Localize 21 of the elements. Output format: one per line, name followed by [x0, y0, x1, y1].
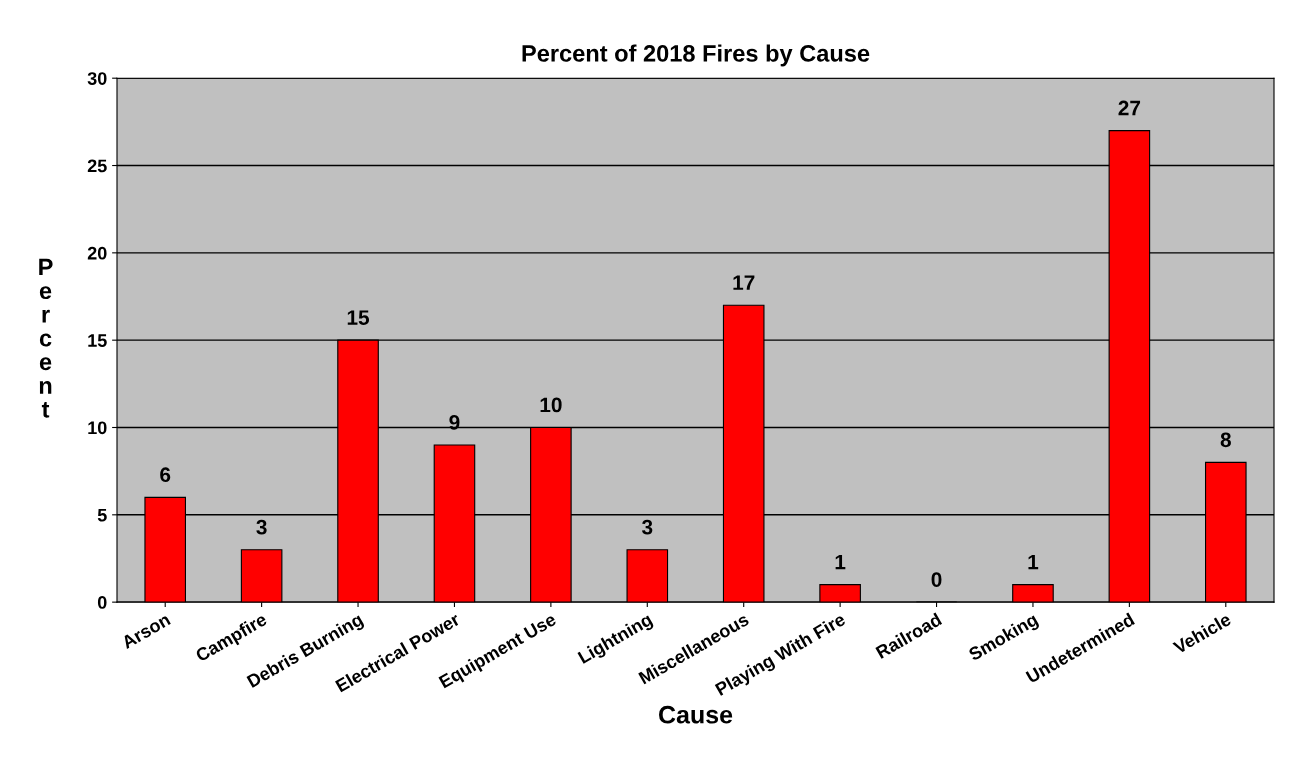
y-axis-title: Percent — [39, 258, 53, 418]
y-tick-label: 5 — [97, 508, 107, 522]
y-tick-label: 15 — [88, 334, 107, 347]
data-label: 15 — [347, 310, 370, 325]
data-label: 1 — [1028, 554, 1039, 570]
y-tick-label: 20 — [87, 246, 107, 260]
data-label: 17 — [733, 275, 755, 290]
y-tick-label: 10 — [88, 421, 107, 435]
data-label: 10 — [540, 397, 562, 413]
data-label: 1 — [835, 554, 846, 570]
data-label: 6 — [160, 467, 171, 483]
data-label: 3 — [641, 519, 653, 535]
y-tick-label: 30 — [87, 72, 107, 85]
data-label: 3 — [256, 519, 267, 535]
x-axis-title: Cause — [659, 705, 733, 724]
data-label: 0 — [931, 572, 942, 587]
y-tick-label: 25 — [87, 159, 107, 173]
chart-title: Percent of 2018 Fires by Cause — [522, 44, 870, 67]
data-label: 8 — [1220, 432, 1231, 448]
y-tick-label: 0 — [97, 596, 107, 609]
data-label: 27 — [1118, 100, 1141, 116]
